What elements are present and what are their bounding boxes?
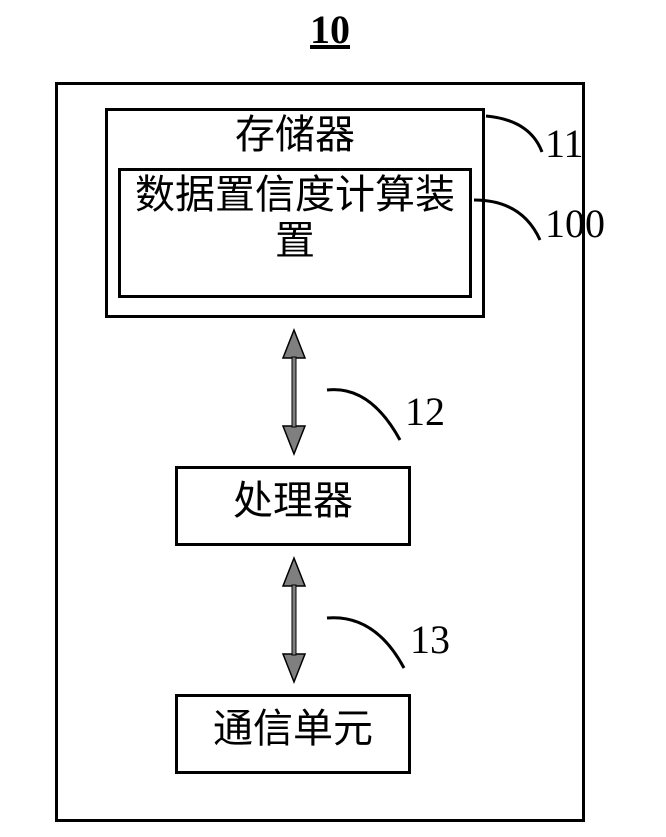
processor-label: 处理器 xyxy=(200,478,386,524)
ref-13: 13 xyxy=(410,616,450,663)
figure-title: 10 xyxy=(290,6,370,53)
device-label: 数据置信度计算装置 xyxy=(130,172,460,264)
ref-11: 11 xyxy=(545,120,584,167)
ref-12: 12 xyxy=(405,388,445,435)
memory-label: 存储器 xyxy=(195,112,395,158)
diagram-canvas: 10 存储器 数据置信度计算装置 处理器 通信单元 11 100 12 13 xyxy=(0,0,666,837)
comm-label: 通信单元 xyxy=(185,706,401,752)
ref-100: 100 xyxy=(545,200,605,247)
